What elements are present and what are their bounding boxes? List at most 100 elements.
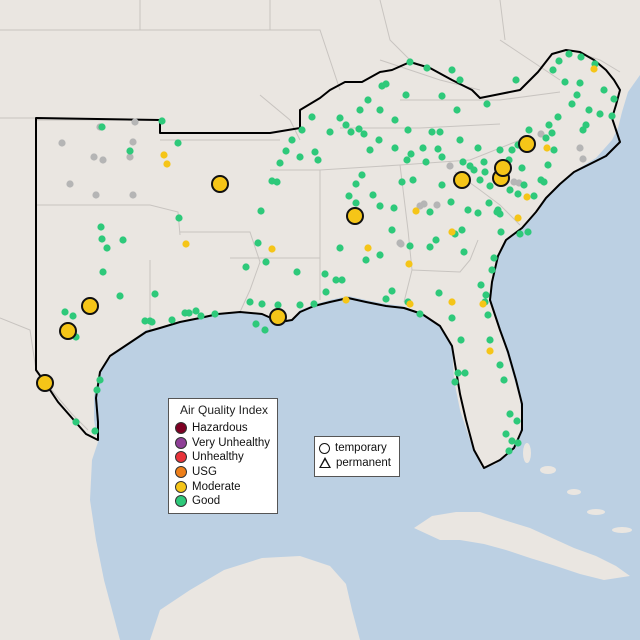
good-site-marker[interactable] [296,301,304,309]
good-site-marker[interactable] [548,129,556,137]
good-site-marker[interactable] [596,110,604,118]
moderate-temporary-site-marker[interactable] [346,207,364,225]
good-site-marker[interactable] [274,301,282,309]
good-site-marker[interactable] [608,112,616,120]
moderate-temporary-site-marker[interactable] [269,308,287,326]
no-data-site-marker[interactable] [579,155,587,163]
good-site-marker[interactable] [582,121,590,129]
moderate-site-marker[interactable] [514,214,522,222]
good-site-marker[interactable] [409,176,417,184]
good-site-marker[interactable] [456,136,464,144]
good-site-marker[interactable] [211,310,219,318]
good-site-marker[interactable] [360,130,368,138]
moderate-temporary-site-marker[interactable] [211,175,229,193]
no-data-site-marker[interactable] [92,191,100,199]
good-site-marker[interactable] [403,156,411,164]
good-site-marker[interactable] [610,95,618,103]
good-site-marker[interactable] [151,290,159,298]
good-site-marker[interactable] [585,106,593,114]
good-site-marker[interactable] [382,295,390,303]
good-site-marker[interactable] [470,166,478,174]
good-site-marker[interactable] [525,126,533,134]
good-site-marker[interactable] [555,57,563,65]
good-site-marker[interactable] [496,361,504,369]
moderate-site-marker[interactable] [523,193,531,201]
good-site-marker[interactable] [352,180,360,188]
no-data-site-marker[interactable] [446,162,454,170]
no-data-site-marker[interactable] [99,156,107,164]
moderate-site-marker[interactable] [412,207,420,215]
good-site-marker[interactable] [273,178,281,186]
good-site-marker[interactable] [168,316,176,324]
good-site-marker[interactable] [126,147,134,155]
good-site-marker[interactable] [293,268,301,276]
good-site-marker[interactable] [288,136,296,144]
good-site-marker[interactable] [502,430,510,438]
good-site-marker[interactable] [261,326,269,334]
good-site-marker[interactable] [406,242,414,250]
good-site-marker[interactable] [185,309,193,317]
good-site-marker[interactable] [508,437,516,445]
good-site-marker[interactable] [158,117,166,125]
good-site-marker[interactable] [576,79,584,87]
good-site-marker[interactable] [258,300,266,308]
good-site-marker[interactable] [485,199,493,207]
good-site-marker[interactable] [477,281,485,289]
moderate-site-marker[interactable] [160,151,168,159]
good-site-marker[interactable] [423,64,431,72]
good-site-marker[interactable] [451,378,459,386]
moderate-site-marker[interactable] [543,144,551,152]
good-site-marker[interactable] [513,417,521,425]
good-site-marker[interactable] [520,181,528,189]
good-site-marker[interactable] [298,126,306,134]
good-site-marker[interactable] [192,307,200,315]
good-site-marker[interactable] [322,288,330,296]
good-site-marker[interactable] [438,92,446,100]
moderate-site-marker[interactable] [406,300,414,308]
good-site-marker[interactable] [404,126,412,134]
good-site-marker[interactable] [376,251,384,259]
good-site-marker[interactable] [116,292,124,300]
good-site-marker[interactable] [484,311,492,319]
good-site-marker[interactable] [436,128,444,136]
good-site-marker[interactable] [93,386,101,394]
good-site-marker[interactable] [486,336,494,344]
good-site-marker[interactable] [524,228,532,236]
good-site-marker[interactable] [506,410,514,418]
good-site-marker[interactable] [438,181,446,189]
no-data-site-marker[interactable] [58,139,66,147]
good-site-marker[interactable] [428,128,436,136]
good-site-marker[interactable] [103,244,111,252]
good-site-marker[interactable] [483,100,491,108]
good-site-marker[interactable] [550,146,558,154]
no-data-site-marker[interactable] [129,191,137,199]
moderate-temporary-site-marker[interactable] [518,135,536,153]
moderate-temporary-site-marker[interactable] [59,322,77,340]
good-site-marker[interactable] [496,146,504,154]
good-site-marker[interactable] [376,202,384,210]
good-site-marker[interactable] [366,146,374,154]
moderate-temporary-site-marker[interactable] [453,171,471,189]
good-site-marker[interactable] [561,78,569,86]
moderate-site-marker[interactable] [364,244,372,252]
good-site-marker[interactable] [252,320,260,328]
no-data-site-marker[interactable] [131,118,139,126]
good-site-marker[interactable] [375,136,383,144]
good-site-marker[interactable] [391,116,399,124]
good-site-marker[interactable] [197,312,205,320]
good-site-marker[interactable] [364,96,372,104]
good-site-marker[interactable] [480,158,488,166]
good-site-marker[interactable] [98,235,106,243]
no-data-site-marker[interactable] [420,200,428,208]
good-site-marker[interactable] [96,376,104,384]
good-site-marker[interactable] [282,147,290,155]
good-site-marker[interactable] [577,53,585,61]
moderate-temporary-site-marker[interactable] [36,374,54,392]
good-site-marker[interactable] [458,226,466,234]
good-site-marker[interactable] [388,287,396,295]
good-site-marker[interactable] [91,427,99,435]
good-site-marker[interactable] [549,66,557,74]
good-site-marker[interactable] [416,310,424,318]
good-site-marker[interactable] [98,123,106,131]
